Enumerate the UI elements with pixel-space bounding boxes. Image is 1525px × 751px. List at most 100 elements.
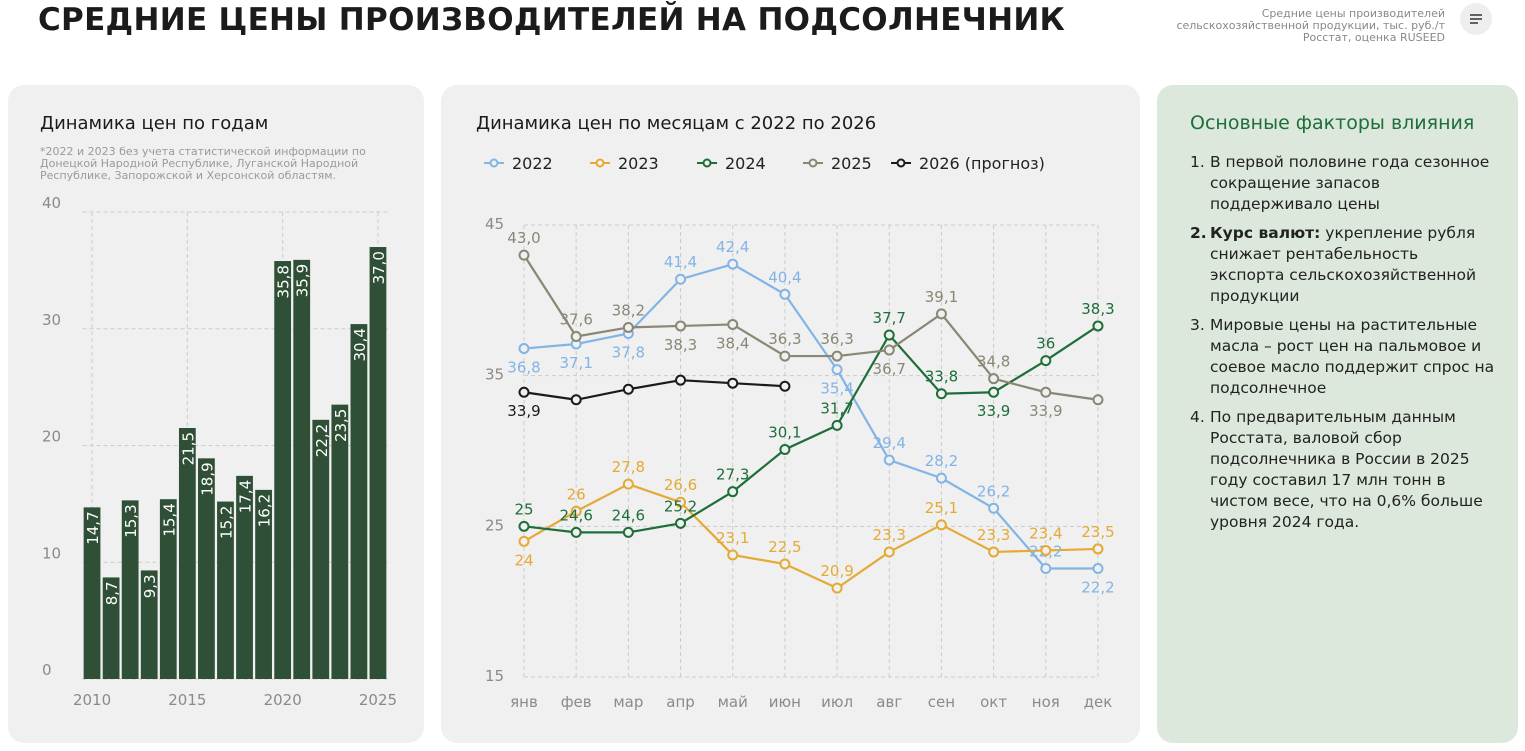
factor: 2. Курс валют: укрепление рубля снижает р… (1190, 223, 1495, 307)
value-label: 36,3 (820, 330, 853, 348)
point (779, 350, 791, 362)
marker: 1. (1190, 153, 1205, 171)
value-label: 24,6 (612, 506, 645, 524)
value-label: 15,4 (160, 503, 178, 536)
value-label: 9,3 (141, 574, 159, 598)
value-label: 39,1 (925, 288, 958, 306)
point (779, 558, 791, 570)
factors: Основные факторы влияния 1. В первой поло… (1190, 112, 1495, 541)
value-label: 24 (514, 551, 533, 569)
bar (274, 261, 292, 679)
bar (102, 577, 120, 679)
value-label: 23,1 (716, 529, 749, 547)
bar (312, 419, 330, 679)
factor-text: В первой половине года сезонное сокращен… (1210, 153, 1490, 213)
legend-dot (896, 158, 906, 168)
value-label: 35,4 (820, 380, 853, 398)
value-label: 26,2 (977, 482, 1010, 500)
x-tick-label: 2010 (73, 691, 111, 709)
factor: 1. В первой половине года сезонное сокращ… (1190, 152, 1495, 215)
point (518, 535, 530, 547)
factor-text: укрепление рубля снижает рентабельность … (1210, 224, 1477, 305)
value-label: 38,4 (716, 334, 749, 352)
value-label: 24,6 (559, 506, 592, 524)
value-label: 15,2 (217, 506, 235, 539)
factors-title: Основные факторы влияния (1190, 112, 1475, 134)
marker: 3. (1190, 316, 1205, 334)
value-label: 22,5 (768, 538, 801, 556)
page-title: СРЕДНИЕ ЦЕНЫ ПРОИЗВОДИТЕЛЕЙ НА ПОДСОЛНЕЧ… (38, 2, 1066, 38)
x-tick-label: апр (666, 693, 695, 711)
point (570, 394, 582, 406)
point (622, 478, 634, 490)
value-label: 37,6 (559, 310, 592, 328)
y-tick-label: 40 (42, 194, 61, 212)
series-line (523, 379, 785, 401)
value-label: 40,4 (768, 268, 801, 286)
point (518, 249, 530, 261)
value-label: 27,3 (716, 466, 749, 484)
value-label: 33,9 (1029, 402, 1062, 420)
point (570, 505, 582, 517)
point (622, 383, 634, 395)
point (883, 454, 895, 466)
x-tick-label: июн (769, 693, 801, 711)
point (675, 320, 687, 332)
point (622, 526, 634, 538)
bar (178, 427, 196, 679)
bar (140, 570, 158, 679)
value-label: 29,4 (873, 434, 906, 452)
value-label: 28,2 (925, 452, 958, 470)
value-label: 16,2 (256, 494, 274, 527)
x-tick-label: янв (510, 693, 538, 711)
point (622, 321, 634, 333)
point (1040, 563, 1052, 575)
x-tick-label: сен (928, 693, 955, 711)
value-label: 35,8 (275, 265, 293, 298)
point (727, 549, 739, 561)
legend-dot (489, 158, 499, 168)
point (570, 330, 582, 342)
value-label: 8,7 (103, 581, 121, 605)
point (1092, 320, 1104, 332)
y-tick-label: 25 (485, 516, 504, 534)
x-tick-label: май (718, 693, 748, 711)
point (1040, 386, 1052, 398)
x-tick-label: окт (980, 693, 1007, 711)
point (1092, 563, 1104, 575)
menu-button[interactable] (1460, 3, 1492, 35)
point (831, 419, 843, 431)
bar (83, 507, 101, 679)
point (883, 344, 895, 356)
point (570, 526, 582, 538)
y-tick-label: 15 (485, 667, 504, 685)
factor: 3. Мировые цены на растительные масла – р… (1190, 315, 1495, 399)
point (779, 443, 791, 455)
value-label: 22,2 (313, 424, 331, 457)
value-label: 26 (567, 485, 586, 503)
value-label: 43,0 (507, 229, 540, 247)
factor-text: Мировые цены на растительные масла – рос… (1210, 316, 1495, 397)
point (518, 343, 530, 355)
point (518, 386, 530, 398)
value-label: 31,7 (820, 399, 853, 417)
point (675, 374, 687, 386)
point (935, 308, 947, 320)
bar (350, 324, 368, 679)
point (727, 486, 739, 498)
x-tick-label: 2015 (168, 691, 206, 709)
point (727, 258, 739, 270)
marker: 4. (1190, 408, 1205, 426)
value-label: 33,8 (925, 368, 958, 386)
value-label: 33,9 (977, 402, 1010, 420)
value-label: 15,3 (122, 504, 140, 537)
bar (369, 247, 387, 679)
x-tick-label: июл (821, 693, 853, 711)
value-label: 14,7 (84, 511, 102, 544)
value-label: 36,8 (507, 359, 540, 377)
point (779, 380, 791, 392)
chart-note: *2022 и 2023 без учета статистической ин… (40, 145, 366, 182)
x-tick-label: авг (876, 693, 902, 711)
point (883, 329, 895, 341)
